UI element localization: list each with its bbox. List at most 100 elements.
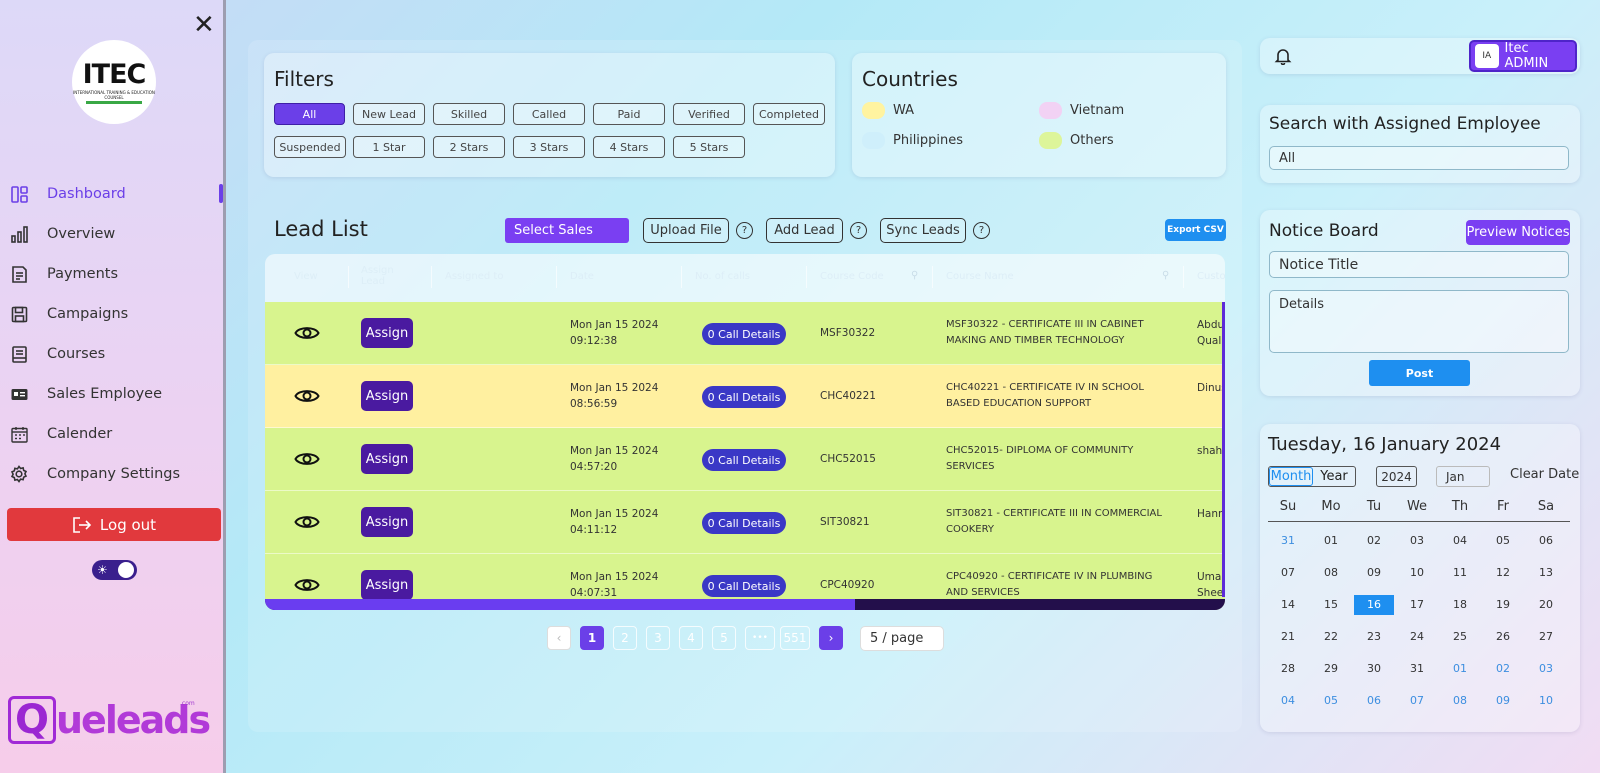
calendar-day[interactable]: 05 (1324, 694, 1338, 707)
eye-icon[interactable] (294, 575, 320, 595)
assign-button[interactable]: Assign (361, 507, 413, 537)
column-header-date[interactable]: Date (570, 271, 594, 282)
filter-chip-4-stars[interactable]: 4 Stars (593, 136, 665, 158)
page-button-last[interactable]: 551 (780, 626, 810, 650)
calendar-day[interactable]: 09 (1367, 566, 1381, 579)
page-button-2[interactable]: 2 (613, 626, 637, 650)
calendar-day[interactable]: 09 (1496, 694, 1510, 707)
calendar-day[interactable]: 18 (1453, 598, 1467, 611)
calendar-day[interactable]: 21 (1281, 630, 1295, 643)
eye-icon[interactable] (294, 449, 320, 469)
calendar-day[interactable]: 26 (1496, 630, 1510, 643)
sidebar-item-company-settings[interactable]: Company Settings (0, 454, 226, 494)
next-page-button[interactable]: › (819, 626, 843, 650)
filter-chip-skilled[interactable]: Skilled (433, 103, 505, 125)
search-icon[interactable]: ⚲ (911, 270, 919, 281)
eye-icon[interactable] (294, 323, 320, 343)
calendar-day[interactable]: 10 (1539, 694, 1553, 707)
scrollbar-thumb[interactable] (265, 599, 855, 610)
calendar-day[interactable]: 11 (1453, 566, 1467, 579)
column-header-calls[interactable]: No. of calls (695, 271, 750, 282)
filter-chip-paid[interactable]: Paid (593, 103, 665, 125)
column-header-course-code[interactable]: Course Code (820, 271, 884, 282)
filter-chip-2-stars[interactable]: 2 Stars (433, 136, 505, 158)
sync-leads-button[interactable]: Sync Leads (880, 218, 966, 243)
clear-date-button[interactable]: Clear Date (1510, 467, 1580, 482)
filter-chip-verified[interactable]: Verified (673, 103, 745, 125)
call-details-button[interactable]: 0 Call Details (702, 386, 786, 408)
calendar-day[interactable]: 29 (1324, 662, 1338, 675)
export-csv-button[interactable]: Export CSV (1165, 219, 1226, 241)
assign-button[interactable]: Assign (361, 570, 413, 600)
column-header-assign-lead[interactable]: Assign Lead (361, 265, 394, 287)
sidebar-item-payments[interactable]: Payments (0, 254, 226, 294)
calendar-day[interactable]: 07 (1281, 566, 1295, 579)
calendar-day[interactable]: 25 (1453, 630, 1467, 643)
select-sales-dropdown[interactable]: Select Sales (505, 218, 629, 243)
calendar-day[interactable]: 13 (1539, 566, 1553, 579)
sidebar-item-courses[interactable]: Courses (0, 334, 226, 374)
calendar-day[interactable]: 02 (1367, 534, 1381, 547)
eye-icon[interactable] (294, 386, 320, 406)
user-menu-button[interactable]: IA Itec ADMIN (1469, 40, 1577, 72)
column-header-view[interactable]: View (294, 271, 318, 282)
logout-button[interactable]: Log out (7, 508, 221, 541)
sidebar-item-dashboard[interactable]: Dashboard (0, 174, 226, 214)
horizontal-scrollbar[interactable] (265, 599, 1225, 610)
calendar-day[interactable]: 17 (1410, 598, 1424, 611)
calendar-day[interactable]: 04 (1453, 534, 1467, 547)
calendar-day[interactable]: 19 (1496, 598, 1510, 611)
calendar-day[interactable]: 02 (1496, 662, 1510, 675)
filter-chip-suspended[interactable]: Suspended (274, 136, 346, 158)
calendar-day[interactable]: 27 (1539, 630, 1553, 643)
filter-chip-completed[interactable]: Completed (753, 103, 825, 125)
column-header-customer[interactable]: Custo (1197, 271, 1225, 282)
calendar-day[interactable]: 08 (1453, 694, 1467, 707)
calendar-day[interactable]: 31 (1410, 662, 1424, 675)
call-details-button[interactable]: 0 Call Details (702, 575, 786, 597)
calendar-day[interactable]: 31 (1281, 534, 1295, 547)
calendar-day[interactable]: 01 (1324, 534, 1338, 547)
calendar-day[interactable]: 20 (1539, 598, 1553, 611)
call-details-button[interactable]: 0 Call Details (702, 323, 786, 345)
month-select[interactable]: Jan (1436, 466, 1490, 487)
calendar-day[interactable]: 06 (1367, 694, 1381, 707)
page-size-select[interactable]: 5 / page (860, 626, 944, 651)
page-button-3[interactable]: 3 (646, 626, 670, 650)
calendar-day[interactable]: 04 (1281, 694, 1295, 707)
column-header-course-name[interactable]: Course Name (946, 271, 1014, 282)
help-icon[interactable]: ? (850, 222, 867, 239)
calendar-day[interactable]: 15 (1324, 598, 1338, 611)
notice-title-input[interactable]: Notice Title (1269, 251, 1569, 278)
calendar-day[interactable]: 14 (1281, 598, 1295, 611)
calendar-day[interactable]: 10 (1410, 566, 1424, 579)
filter-chip-called[interactable]: Called (513, 103, 585, 125)
calendar-day[interactable]: 16 (1354, 595, 1394, 615)
column-header-assigned-to[interactable]: Assigned to (445, 271, 504, 282)
assign-button[interactable]: Assign (361, 318, 413, 348)
calendar-day[interactable]: 12 (1496, 566, 1510, 579)
filter-chip-5-stars[interactable]: 5 Stars (673, 136, 745, 158)
prev-page-button[interactable]: ‹ (547, 626, 571, 650)
filter-chip-3-stars[interactable]: 3 Stars (513, 136, 585, 158)
calendar-day[interactable]: 22 (1324, 630, 1338, 643)
calendar-day[interactable]: 30 (1367, 662, 1381, 675)
page-button-1[interactable]: 1 (580, 626, 604, 650)
page-button-4[interactable]: 4 (679, 626, 703, 650)
theme-toggle[interactable]: ☀ (92, 560, 137, 580)
calendar-day[interactable]: 01 (1453, 662, 1467, 675)
calendar-day[interactable]: 08 (1324, 566, 1338, 579)
filter-chip-1-star[interactable]: 1 Star (353, 136, 425, 158)
help-icon[interactable]: ? (973, 222, 990, 239)
notice-details-textarea[interactable]: Details (1269, 290, 1569, 353)
sidebar-item-calender[interactable]: Calender (0, 414, 226, 454)
calendar-day[interactable]: 28 (1281, 662, 1295, 675)
calendar-day[interactable]: 07 (1410, 694, 1424, 707)
page-ellipsis[interactable]: ••• (745, 626, 775, 650)
mode-year[interactable]: Year (1320, 469, 1348, 484)
call-details-button[interactable]: 0 Call Details (702, 449, 786, 471)
add-lead-button[interactable]: Add Lead (766, 218, 843, 243)
help-icon[interactable]: ? (736, 222, 753, 239)
sidebar-item-overview[interactable]: Overview (0, 214, 226, 254)
filter-chip-all[interactable]: All (274, 103, 345, 125)
